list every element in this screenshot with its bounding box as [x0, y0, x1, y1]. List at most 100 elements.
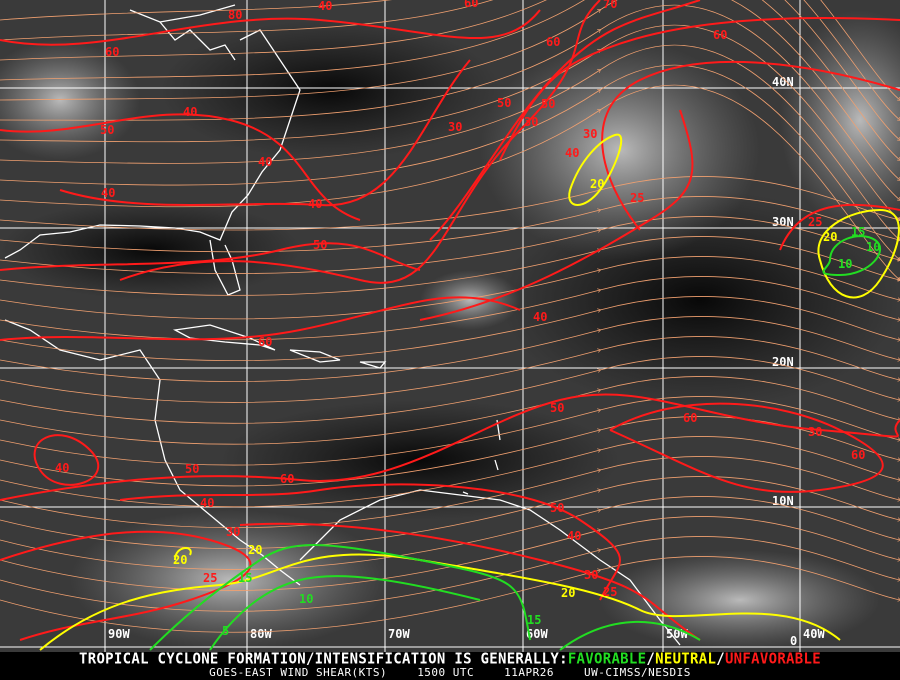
- streamline: [0, 356, 900, 424]
- streamline: [0, 256, 900, 320]
- unfavorable-contour-label: 40: [308, 197, 322, 211]
- unfavorable-contour: [0, 9, 541, 46]
- unfavorable-contour-label: 50: [550, 401, 564, 415]
- favorable-contour-label: 10: [299, 592, 313, 606]
- unfavorable-contour-label: 30: [583, 127, 597, 141]
- unfavorable-contour-label: 60: [105, 45, 119, 59]
- favorable-contour-label: 5: [222, 624, 229, 638]
- product-name: GOES-EAST WIND SHEAR(KTS): [209, 666, 388, 679]
- unfavorable-contour-label: 70: [603, 0, 617, 11]
- streamline: [0, 336, 900, 403]
- unfavorable-contour: [779, 203, 900, 251]
- latitude-label: 0: [790, 634, 797, 648]
- unfavorable-contour-label: 60: [851, 448, 865, 462]
- shear-contours: [0, 0, 900, 651]
- favorable-contour: [822, 235, 882, 277]
- unfavorable-contour: [59, 59, 471, 207]
- unfavorable-contour-label: 30: [226, 525, 240, 539]
- unfavorable-contour-label: 40: [533, 310, 547, 324]
- unfavorable-contour-label: 40: [565, 146, 579, 160]
- favorable-contour-label: 15: [851, 225, 865, 239]
- unfavorable-contour-label: 40: [101, 186, 115, 200]
- unfavorable-contour: [239, 522, 701, 641]
- legend-unfavorable: UNFAVORABLE: [724, 650, 821, 668]
- unfavorable-contour-label: 40: [258, 155, 272, 169]
- product-source: UW-CIMSS/NESDIS: [584, 666, 691, 679]
- unfavorable-contour: [119, 483, 621, 601]
- favorable-contour: [559, 620, 701, 651]
- unfavorable-contour-label: 50: [541, 97, 555, 111]
- unfavorable-contour-label: 25: [808, 215, 822, 229]
- unfavorable-contour: [119, 0, 601, 284]
- product-time: 1500 UTC: [417, 666, 475, 679]
- neutral-contour-label: 20: [248, 543, 262, 557]
- unfavorable-contour-label: 60: [258, 335, 272, 349]
- favorable-contour-label: 15: [238, 571, 252, 585]
- unfavorable-contour: [0, 393, 900, 501]
- neutral-contour: [817, 208, 900, 299]
- unfavorable-contour-label: 50: [185, 462, 199, 476]
- neutral-contour-label: 20: [590, 177, 604, 191]
- neutral-contour-label: 20: [823, 230, 837, 244]
- legend-neutral: NEUTRAL: [655, 650, 717, 668]
- streamline: [0, 476, 900, 550]
- legend-favorable: FAVORABLE: [567, 650, 647, 668]
- longitude-label: 40W: [803, 627, 825, 641]
- unfavorable-contour: [609, 402, 884, 493]
- streamline: [0, 316, 900, 382]
- streamline: [0, 456, 900, 529]
- unfavorable-contour-label: 30: [448, 120, 462, 134]
- unfavorable-contour-label: 60: [683, 411, 697, 425]
- unfavorable-contour: [429, 0, 701, 241]
- streamline: [0, 216, 900, 274]
- unfavorable-contour-label: 60: [713, 28, 727, 42]
- unfavorable-contour-label: 25: [203, 571, 217, 585]
- streamline: [0, 496, 900, 570]
- water-vapor-imagery: [0, 0, 900, 652]
- streamline: [0, 556, 900, 633]
- favorable-contour-label: 10: [866, 240, 880, 254]
- neutral-contour: [174, 547, 192, 561]
- contour-labels: 6050404040405030503050304060706025254060…: [55, 0, 880, 638]
- legend-footer: TROPICAL CYCLONE FORMATION/INTENSIFICATI…: [0, 650, 900, 680]
- unfavorable-contour: [499, 17, 900, 161]
- streamline: [0, 176, 900, 231]
- longitude-label: 80W: [250, 627, 272, 641]
- unfavorable-contour: [0, 296, 521, 341]
- latitude-label: 10N: [772, 494, 794, 508]
- unfavorable-contour-label: 30: [584, 568, 598, 582]
- unfavorable-contour-label: 50: [313, 238, 327, 252]
- neutral-contour: [568, 133, 623, 206]
- unfavorable-contour: [33, 434, 100, 486]
- unfavorable-contour-label: 60: [464, 0, 478, 10]
- separator: /: [646, 650, 656, 668]
- unfavorable-contour-label: 50: [100, 123, 114, 137]
- unfavorable-contour-label: 30: [524, 115, 538, 129]
- streamline: [0, 416, 900, 487]
- streamline: [0, 196, 900, 253]
- favorable-contour: [209, 575, 481, 651]
- favorable-contour-label: 15: [527, 613, 541, 627]
- unfavorable-contour-label: 50: [497, 96, 511, 110]
- favorable-contour: [149, 544, 531, 651]
- unfavorable-contour: [419, 109, 694, 321]
- longitude-label: 60W: [526, 627, 548, 641]
- streamline: [0, 516, 900, 591]
- product-info: GOES-EAST WIND SHEAR(KTS) 1500 UTC 11APR26…: [0, 667, 900, 679]
- unfavorable-contour-label: 60: [280, 472, 294, 486]
- unfavorable-contour: [0, 242, 421, 271]
- unfavorable-contour-label: 25: [630, 191, 644, 205]
- favorable-contour-label: 10: [838, 257, 852, 271]
- unfavorable-contour: [0, 113, 361, 221]
- unfavorable-contour-label: 80: [228, 8, 242, 22]
- unfavorable-contour-label: 40: [318, 0, 332, 13]
- unfavorable-contour-label: 50: [550, 501, 564, 515]
- streamline: [0, 236, 900, 296]
- unfavorable-contour-label: 40: [55, 461, 69, 475]
- unfavorable-contour-label: 40: [567, 529, 581, 543]
- streamline: [0, 396, 900, 466]
- headline-prefix: TROPICAL CYCLONE FORMATION/INTENSIFICATI…: [79, 650, 568, 668]
- separator: /: [716, 650, 725, 668]
